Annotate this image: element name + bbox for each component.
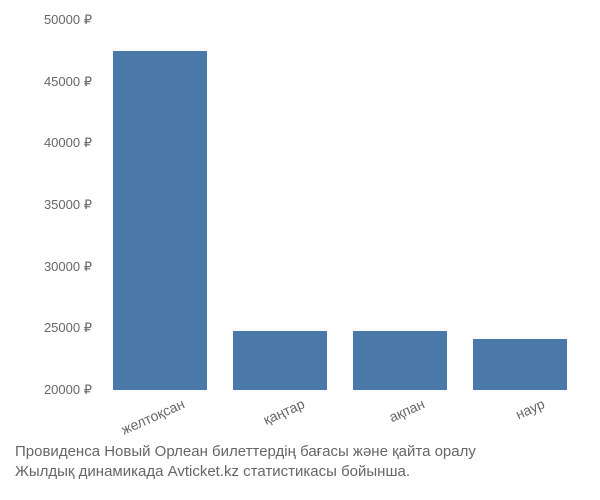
caption-line-2: Жылдық динамикада Avticket.kz статистика… [15,462,585,482]
caption-line-1: Провиденса Новый Орлеан билеттердің баға… [15,442,585,462]
price-bar-chart: 20000 ₽ 25000 ₽ 30000 ₽ 35000 ₽ 40000 ₽ 45000… [0,0,600,500]
y-tick-label: 45000 ₽ [44,74,100,90]
x-tick-label: желтоқсан [116,390,187,438]
bar [473,339,567,390]
bar [233,331,327,390]
y-tick-label: 25000 ₽ [44,320,100,336]
bar [113,51,207,390]
x-tick-label: ақпан [384,390,427,425]
y-tick-label: 35000 ₽ [44,197,100,213]
plot-area: 20000 ₽25000 ₽30000 ₽35000 ₽40000 ₽45000… [100,20,580,390]
x-tick-label: қаңтар [258,390,307,428]
bar [353,331,447,390]
y-tick-label: 50000 ₽ [44,12,100,28]
bars-container [100,20,580,390]
x-tick-label: наур [511,390,547,422]
chart-caption: Провиденса Новый Орлеан билеттердің баға… [15,442,585,483]
y-tick-label: 40000 ₽ [44,135,100,151]
y-tick-label: 30000 ₽ [44,259,100,275]
y-tick-label: 20000 ₽ [44,382,100,398]
